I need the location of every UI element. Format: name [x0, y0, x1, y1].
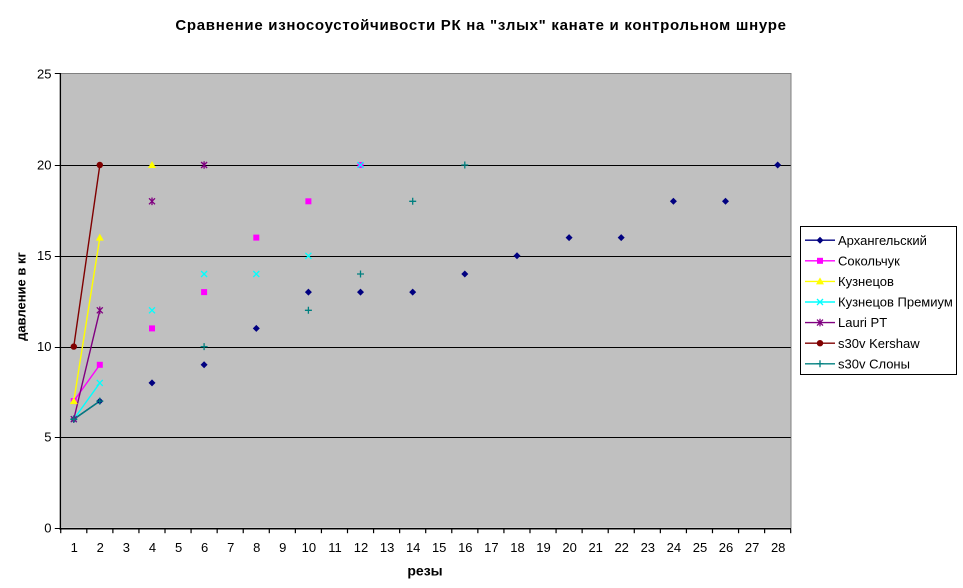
- svg-text:26: 26: [719, 540, 733, 555]
- svg-text:давление в кг: давление в кг: [14, 252, 29, 341]
- svg-text:20: 20: [37, 157, 51, 172]
- svg-text:13: 13: [380, 540, 394, 555]
- svg-text:12: 12: [354, 540, 368, 555]
- svg-text:1: 1: [71, 540, 78, 555]
- svg-text:Кузнецов: Кузнецов: [838, 274, 894, 289]
- svg-text:18: 18: [510, 540, 524, 555]
- svg-text:20: 20: [562, 540, 576, 555]
- svg-text:7: 7: [227, 540, 234, 555]
- svg-text:15: 15: [432, 540, 446, 555]
- svg-text:0: 0: [44, 521, 51, 536]
- svg-text:10: 10: [302, 540, 316, 555]
- svg-text:5: 5: [175, 540, 182, 555]
- svg-text:10: 10: [37, 339, 51, 354]
- svg-text:19: 19: [536, 540, 550, 555]
- svg-text:s30v Kershaw: s30v Kershaw: [838, 336, 920, 351]
- svg-text:Lauri PT: Lauri PT: [838, 315, 887, 330]
- svg-text:14: 14: [406, 540, 420, 555]
- svg-text:24: 24: [667, 540, 681, 555]
- svg-text:8: 8: [253, 540, 260, 555]
- svg-text:2: 2: [97, 540, 104, 555]
- svg-text:16: 16: [458, 540, 472, 555]
- svg-text:Архангельский: Архангельский: [838, 233, 927, 248]
- svg-text:резы: резы: [407, 563, 442, 579]
- svg-text:27: 27: [745, 540, 759, 555]
- svg-text:Кузнецов Премиум: Кузнецов Премиум: [838, 295, 953, 310]
- svg-text:3: 3: [123, 540, 130, 555]
- svg-text:23: 23: [641, 540, 655, 555]
- svg-text:Сокольчук: Сокольчук: [838, 253, 900, 268]
- svg-text:4: 4: [149, 540, 156, 555]
- svg-text:17: 17: [484, 540, 498, 555]
- svg-text:Сравнение износоустойчивости Р: Сравнение износоустойчивости РК на "злых…: [175, 17, 786, 34]
- svg-text:15: 15: [37, 248, 51, 263]
- svg-text:22: 22: [614, 540, 628, 555]
- svg-text:25: 25: [37, 67, 51, 82]
- svg-text:25: 25: [693, 540, 707, 555]
- svg-text:5: 5: [44, 430, 51, 445]
- svg-text:6: 6: [201, 540, 208, 555]
- svg-text:9: 9: [279, 540, 286, 555]
- svg-text:28: 28: [771, 540, 785, 555]
- svg-text:s30v Слоны: s30v Слоны: [838, 356, 910, 371]
- svg-text:21: 21: [588, 540, 602, 555]
- svg-text:11: 11: [328, 540, 342, 555]
